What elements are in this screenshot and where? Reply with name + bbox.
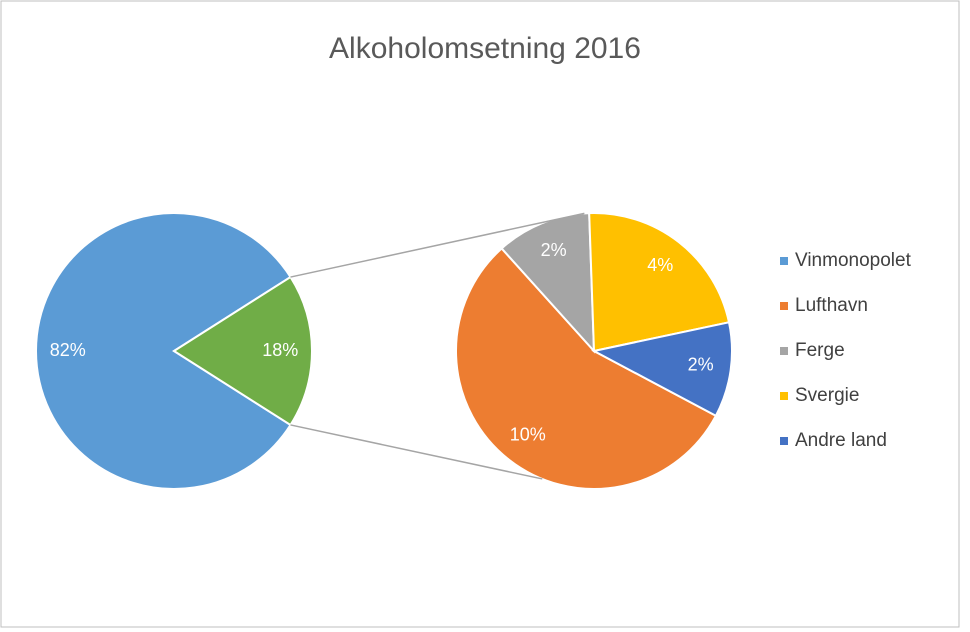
pie-slice xyxy=(588,212,731,353)
connector-line xyxy=(290,424,543,480)
data-label: 2% xyxy=(688,355,714,375)
legend-label: Andre land xyxy=(795,430,887,451)
legend-swatch xyxy=(780,437,788,445)
legend-swatch xyxy=(780,392,788,400)
legend-swatch xyxy=(780,302,788,310)
legend-label: Vinmonopolet xyxy=(795,250,912,271)
data-label: 18% xyxy=(262,340,298,360)
legend-swatch xyxy=(780,257,788,265)
data-label: 2% xyxy=(541,240,567,260)
pie-slice xyxy=(172,275,313,427)
legend-swatch xyxy=(780,347,788,355)
data-label: 10% xyxy=(510,425,546,445)
pie-slice xyxy=(455,247,718,490)
pie-slice xyxy=(591,321,733,418)
legend-label: Lufthavn xyxy=(795,295,868,316)
pie-slice xyxy=(35,212,292,490)
connector-line xyxy=(290,212,585,278)
data-label: 82% xyxy=(50,340,86,360)
legend-label: Svergie xyxy=(795,385,859,406)
data-label: 4% xyxy=(647,255,673,275)
legend-label: Ferge xyxy=(795,340,845,361)
chart-title: Alkoholomsetning 2016 xyxy=(329,32,641,65)
